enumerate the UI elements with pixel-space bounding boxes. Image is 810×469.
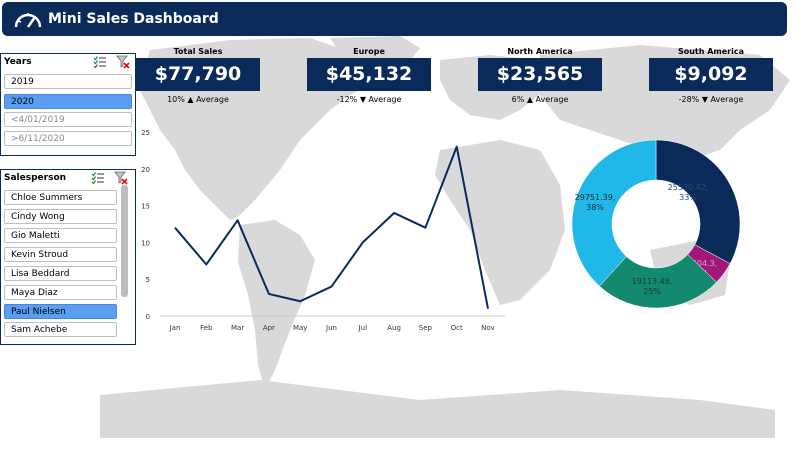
year-item-before[interactable]: <4/01/2019 — [4, 112, 132, 127]
kpi-trend: 6% ▲ Average — [511, 95, 569, 104]
multi-select-icon[interactable] — [91, 171, 105, 185]
kpi-value: $77,790 — [136, 58, 260, 91]
year-item-after[interactable]: >6/11/2020 — [4, 131, 132, 146]
x-tick-label: May — [293, 324, 307, 332]
region-sales-donut-chart: 25530.42,33%3404.3,4%19113.48,25%29751.3… — [571, 139, 741, 309]
kpi-label: South America — [677, 47, 745, 56]
x-tick-label: Oct — [451, 324, 463, 332]
y-tick-label: 20 — [141, 166, 150, 174]
salesperson-item[interactable]: Gio Maletti — [4, 228, 117, 243]
years-slicer: Years 2019 2020 <4/01/2019 >6/11/2020 — [0, 53, 136, 156]
salesperson-item[interactable]: Sam Achebe — [4, 322, 117, 337]
salesperson-item[interactable]: Lisa Beddard — [4, 266, 117, 281]
y-tick-label: 0 — [146, 313, 150, 321]
kpi-trend: 10% ▲ Average — [167, 95, 229, 104]
slicer-scrollbar[interactable] — [121, 185, 128, 297]
monthly-sales-line-chart: 0 5 10 15 20 25 Jan Feb Mar Apr May Jun Jul Aug Sep Oct… — [141, 129, 505, 332]
dashboard-title: Mini Sales Dashboard — [48, 11, 219, 27]
gauge-icon — [14, 13, 42, 28]
kpi-value: $9,092 — [649, 58, 773, 91]
donut-slice-label: 25530.42, 33% — [668, 183, 709, 202]
y-tick-label: 10 — [141, 239, 150, 247]
kpi-trend: -12% ▼ Average — [336, 95, 402, 104]
clear-filter-icon[interactable] — [114, 171, 128, 185]
x-tick-label: Feb — [200, 324, 213, 332]
kpi-value: $45,132 — [307, 58, 431, 91]
kpi-label: Europe — [353, 47, 385, 56]
salesperson-item[interactable]: Maya Diaz — [4, 285, 117, 300]
donut-slice-label: 19113.48, 25% — [632, 277, 673, 296]
x-tick-label: Sep — [419, 324, 433, 332]
y-tick-label: 5 — [146, 276, 150, 284]
kpi-label: Total Sales — [173, 47, 223, 56]
x-tick-label: Mar — [231, 324, 244, 332]
sales-series-line — [174, 145, 489, 309]
kpi-label: North America — [507, 47, 573, 56]
salesperson-slicer-title: Salesperson — [4, 173, 67, 183]
donut-slice-label: 29751.39, 38% — [575, 193, 616, 212]
x-tick-label: Jul — [358, 324, 368, 332]
year-item-2019[interactable]: 2019 — [4, 74, 132, 89]
x-tick-label: Aug — [387, 324, 401, 332]
year-item-2020[interactable]: 2020 — [4, 94, 132, 109]
salesperson-slicer: Salesperson Chloe Summers Cindy Wong Gio… — [0, 169, 136, 345]
multi-select-icon[interactable] — [93, 55, 107, 69]
salesperson-item[interactable]: Cindy Wong — [4, 209, 117, 224]
kpi-north-america: North America $23,565 6% ▲ Average — [478, 47, 602, 104]
donut-slice — [571, 139, 657, 287]
kpi-trend: -28% ▼ Average — [678, 95, 744, 104]
salesperson-item-selected[interactable]: Paul Nielsen — [4, 304, 117, 319]
salesperson-item[interactable]: Chloe Summers — [4, 190, 117, 205]
dashboard-header: Mini Sales Dashboard — [2, 2, 787, 36]
x-tick-label: Jun — [325, 324, 337, 332]
kpi-value: $23,565 — [478, 58, 602, 91]
kpi-europe: Europe $45,132 -12% ▼ Average — [307, 47, 431, 104]
clear-filter-icon[interactable] — [116, 55, 130, 69]
y-tick-label: 25 — [141, 129, 150, 137]
years-slicer-title: Years — [4, 57, 32, 67]
x-tick-label: Jan — [169, 324, 181, 332]
y-tick-label: 15 — [141, 203, 150, 211]
x-tick-label: Nov — [481, 324, 495, 332]
donut-slice — [655, 139, 741, 264]
kpi-south-america: South America $9,092 -28% ▼ Average — [649, 47, 773, 104]
x-tick-label: Apr — [263, 324, 275, 332]
kpi-total-sales: Total Sales $77,790 10% ▲ Average — [136, 47, 260, 104]
salesperson-item[interactable]: Kevin Stroud — [4, 247, 117, 262]
